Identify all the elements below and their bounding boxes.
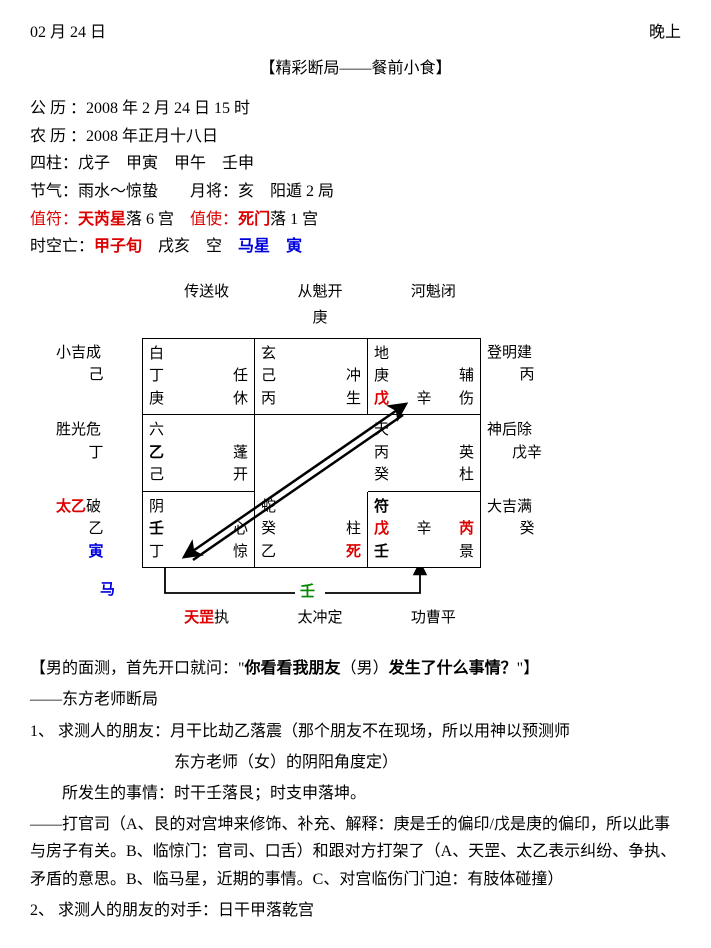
cell-r3c2: 蛇 癸柱 乙死	[255, 492, 368, 569]
page-title: 【精彩断局——餐前小食】	[259, 60, 451, 77]
analysis-text: 【男的面测，首先开口就问："你看看我朋友（男）发生了什么事情？"】 ——东方老师…	[30, 655, 681, 924]
chart-top-sub: 庚	[150, 306, 490, 330]
meta-solar-term: 节气：雨水～惊蛰 月将：亥 阳遁 2 局	[30, 179, 681, 205]
meta-zhifu: 值符：天芮星落 6 宫 值使：死门落 1 宫	[30, 207, 681, 233]
meta-kongwang: 时空亡：甲子旬 戌亥 空 马星 寅	[30, 234, 681, 260]
meta-pillars: 四柱：戊子 甲寅 甲午 壬申	[30, 151, 681, 177]
cell-r3c1: 阴 壬心 丁惊	[142, 492, 255, 569]
chart-right-2: 神后除 戊辛	[481, 415, 573, 492]
point-1: 1、 求测人的朋友：月干比劫乙落震（那个朋友不在现场，所以用神以预测师	[30, 718, 681, 745]
chart-top-labels: 传送收 从魁开 河魁闭	[150, 280, 490, 304]
cell-r3c3: 符 戊辛芮 壬景	[368, 492, 481, 569]
explain-1: ——打官司（A、艮的对宫坤来修饰、补充、解释：庚是壬的偏印/戊是庚的偏印，所以此…	[30, 811, 681, 893]
meta-lunar: 农 历 ：2008 年正月十八日	[30, 124, 681, 150]
cell-r1c1: 白 丁任 庚休	[142, 338, 255, 416]
bottom-arrow-icon: 壬	[130, 568, 469, 608]
cell-r1c3: 地 庚辅 戊辛伤	[368, 338, 481, 416]
author-line: ——东方老师断局	[30, 686, 681, 713]
meta-solar: 公 历 ：2008 年 2 月 24 日 15 时	[30, 96, 681, 122]
chart-left-3: 太乙破 乙 寅	[50, 492, 142, 569]
chart-left-1: 小吉成 己	[50, 338, 142, 416]
cell-r2c3: 天 丙英 癸杜	[368, 415, 481, 492]
header-right: 晚上	[649, 20, 681, 46]
header-date: 02 月 24 日	[30, 20, 106, 46]
chart-left-2: 胜光危 丁	[50, 415, 142, 492]
point-1b: 东方老师（女）的阴阳角度定）	[30, 749, 681, 776]
point-1c: 所发生的事情：时干壬落艮；时支申落坤。	[30, 780, 681, 807]
point-2: 2、 求测人的朋友的对手：日干甲落乾宫	[30, 897, 681, 924]
qimen-chart: 传送收 从魁开 河魁闭 庚 小吉成 己 白 丁任 庚休 玄 己冲 丙生 地 庚辅	[50, 280, 610, 631]
cell-r2c1: 六 乙蓬 己开	[142, 415, 255, 492]
cell-r1c2: 玄 己冲 丙生	[255, 338, 368, 416]
chart-right-3: 大吉满 癸	[481, 492, 573, 569]
question-line: 【男的面测，首先开口就问："你看看我朋友（男）发生了什么事情？"】	[30, 655, 681, 682]
chart-right-1: 登明建 丙	[481, 338, 573, 416]
cell-center	[255, 415, 368, 492]
